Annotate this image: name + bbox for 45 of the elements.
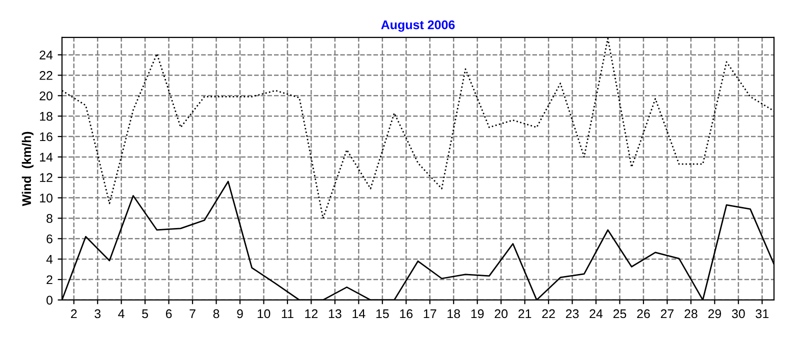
y-tick-label: 14 — [40, 152, 53, 162]
x-tick-label: 27 — [660, 309, 674, 318]
x-tick-label: 14 — [352, 309, 366, 318]
y-tick-label: 4 — [46, 255, 53, 264]
x-tick-label: 9 — [237, 309, 243, 318]
x-tick-label: 17 — [424, 309, 436, 318]
x-tick-label: 26 — [637, 309, 650, 318]
x-tick-label: 12 — [305, 309, 318, 318]
y-tick-label: 8 — [46, 214, 52, 223]
x-tick-label: 24 — [590, 309, 603, 318]
x-tick-label: 4 — [118, 309, 124, 318]
x-tick-label: 23 — [566, 309, 579, 318]
x-tick-label: 31 — [756, 309, 768, 318]
x-tick-label: 18 — [448, 309, 460, 318]
x-tick-label: 16 — [400, 309, 413, 318]
y-tick-label: 18 — [40, 112, 52, 121]
x-tick-label: 7 — [190, 309, 196, 318]
y-tick-label: 6 — [46, 234, 52, 244]
x-tick-label: 8 — [213, 309, 220, 318]
y-tick-label: 10 — [40, 194, 52, 202]
x-tick-label: 22 — [542, 309, 555, 318]
x-tick-label: 19 — [471, 309, 484, 318]
y-tick-label: 2 — [46, 275, 52, 284]
x-tick-label: 29 — [708, 309, 722, 318]
x-tick-label: 3 — [94, 309, 101, 318]
x-tick-label: 28 — [684, 309, 698, 318]
x-tick-label: 10 — [258, 309, 270, 318]
y-axis-title: Wind (km/h) — [22, 132, 34, 206]
y-tick-label: 22 — [40, 71, 52, 80]
x-tick-label: 25 — [613, 309, 626, 318]
chart-title: August 2006 — [381, 20, 455, 32]
x-tick-label: 15 — [376, 309, 389, 318]
x-tick-label: 11 — [282, 309, 294, 318]
y-tick-label: 12 — [40, 173, 52, 182]
y-tick-label: 24 — [40, 50, 53, 60]
x-tick-label: 30 — [732, 309, 745, 318]
x-tick-label: 13 — [328, 309, 342, 318]
x-tick-label: 5 — [142, 309, 148, 318]
y-tick-label: 0 — [46, 296, 52, 305]
x-tick-label: 20 — [494, 309, 508, 318]
x-tick-label: 2 — [71, 309, 77, 318]
x-tick-label: 21 — [518, 309, 532, 318]
x-tick-label: 6 — [166, 309, 172, 318]
y-tick-label: 20 — [40, 91, 52, 100]
y-tick-label: 16 — [40, 132, 52, 142]
